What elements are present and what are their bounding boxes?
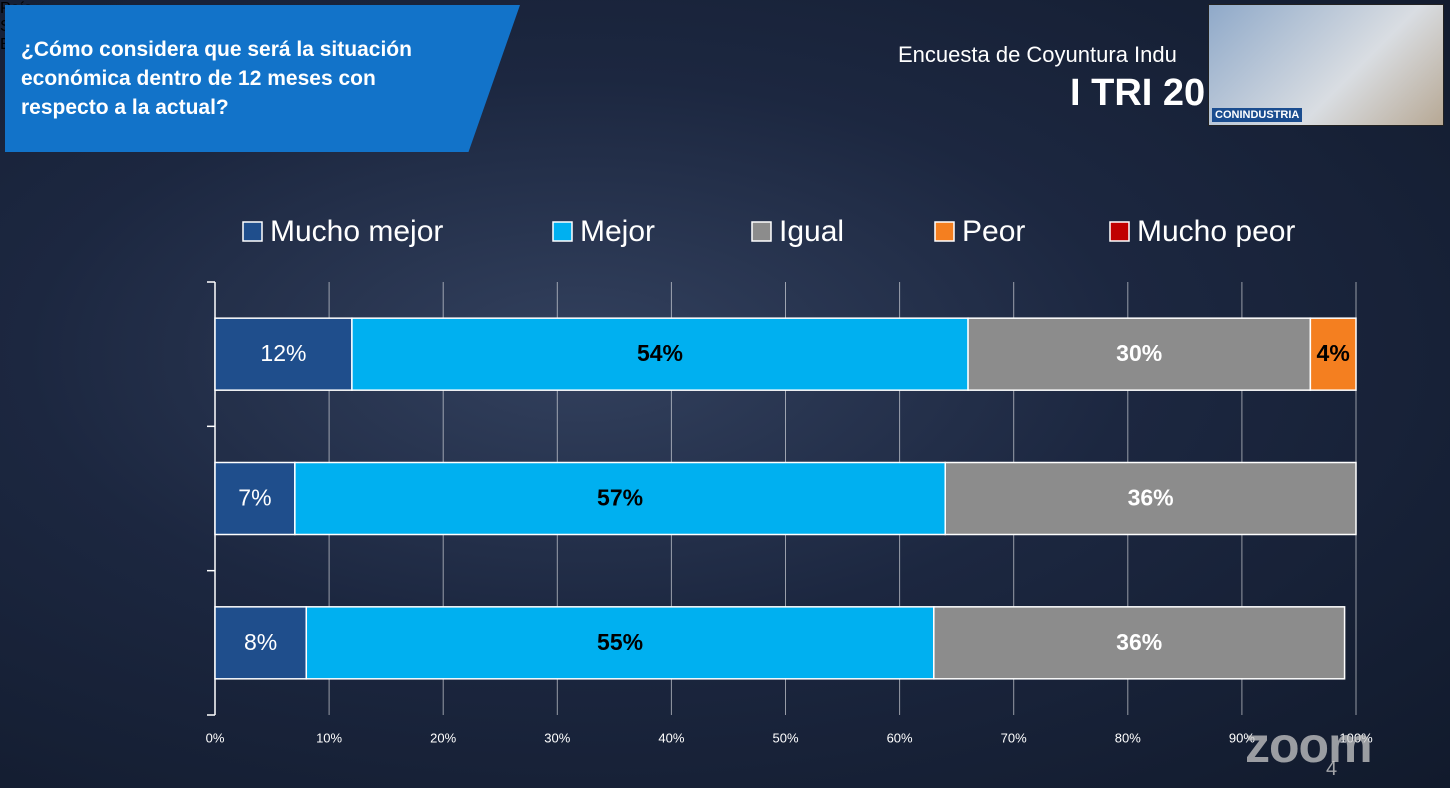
value-label: 54% [637, 340, 683, 366]
legend-label: Igual [779, 215, 844, 248]
x-tick-label: 40% [658, 730, 684, 745]
value-label: 55% [597, 629, 643, 655]
value-label: 12% [260, 340, 306, 366]
x-tick-label: 20% [430, 730, 456, 745]
bar-segment [294, 461, 946, 536]
bar-segment [944, 461, 1357, 536]
x-tick-label: 80% [1115, 730, 1141, 745]
bar-segment [967, 317, 1312, 391]
value-label: 36% [1128, 485, 1174, 511]
x-tick-label: 60% [887, 730, 913, 745]
legend-label: Mejor [580, 215, 655, 248]
x-tick-label: 0% [206, 730, 225, 745]
legend-label: Mucho mejor [270, 215, 443, 248]
question-title: ¿Cómo considera que será la situación ec… [5, 5, 520, 152]
value-label: 7% [238, 485, 271, 511]
value-label: 30% [1116, 340, 1162, 366]
period-title: I TRI 20 [1070, 72, 1206, 114]
bar-segment [1309, 317, 1357, 391]
bar-segment [214, 461, 296, 536]
x-tick-label: 90% [1229, 730, 1255, 745]
legend-label: Mucho peor [1137, 215, 1295, 248]
video-thumbnail [1208, 4, 1444, 126]
legend-swatch [751, 221, 772, 242]
watermark: zoom [1245, 717, 1373, 773]
x-tick-label: 30% [544, 730, 570, 745]
value-label: 57% [597, 485, 643, 511]
page-number: 4 [1326, 758, 1338, 780]
bar-segment [214, 606, 308, 680]
x-tick-label: 10% [316, 730, 342, 745]
bar-segment [305, 606, 935, 680]
survey-title: Encuesta de Coyuntura Indu [898, 42, 1177, 67]
legend-swatch [242, 221, 263, 242]
legend-swatch [934, 221, 955, 242]
value-label: 4% [1317, 340, 1350, 366]
x-tick-label: 70% [1001, 730, 1027, 745]
bar-segment [351, 317, 969, 391]
value-label: 8% [244, 629, 277, 655]
x-tick-label: 50% [772, 730, 798, 745]
legend-swatch [1109, 221, 1130, 242]
bar-segment [933, 606, 1346, 680]
legend-label: Peor [962, 215, 1025, 248]
legend-swatch [552, 221, 573, 242]
video-brand: CONINDUSTRIA [1212, 108, 1303, 122]
bar-segment [214, 317, 353, 391]
x-tick-label: 100% [1339, 730, 1373, 745]
value-label: 36% [1116, 629, 1162, 655]
